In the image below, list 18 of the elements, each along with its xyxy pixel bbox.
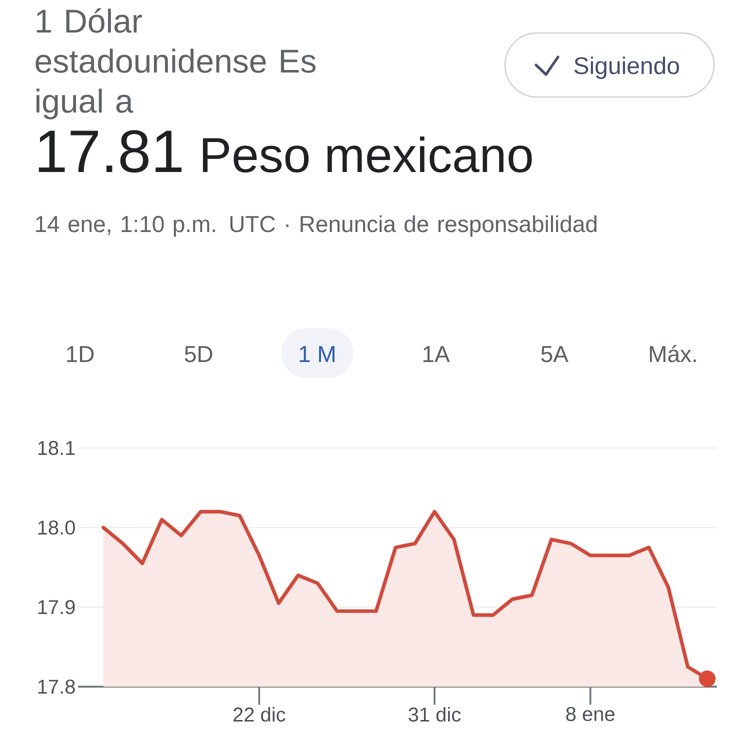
x-tick-label: 8 ene xyxy=(566,706,614,722)
text: Peso mexicano xyxy=(202,136,532,172)
chart-title: 1 Dólar estadounidense Es igual a xyxy=(36,8,316,120)
text: 1D xyxy=(67,346,94,362)
text: Siguiendo xyxy=(574,56,679,79)
text: 14 ene, 1:10 p.m. UTC · Renuncia de responsabilidad xyxy=(36,215,596,237)
x-tick-label: 31 dic xyxy=(408,706,461,722)
y-tick-label: 18.0 xyxy=(38,520,75,535)
text: 1 M xyxy=(300,346,334,362)
y-tick-label: 18.1 xyxy=(38,440,75,456)
text: 5D xyxy=(184,346,212,362)
text: Máx. xyxy=(650,345,696,362)
text: 17.81 xyxy=(38,130,182,173)
y-tick-label: 17.8 xyxy=(38,680,75,694)
x-tick-label: 22 dic xyxy=(234,706,286,722)
text: 1A xyxy=(423,346,450,362)
text: 5A xyxy=(541,346,568,362)
y-tick-label: 17.9 xyxy=(38,600,75,614)
